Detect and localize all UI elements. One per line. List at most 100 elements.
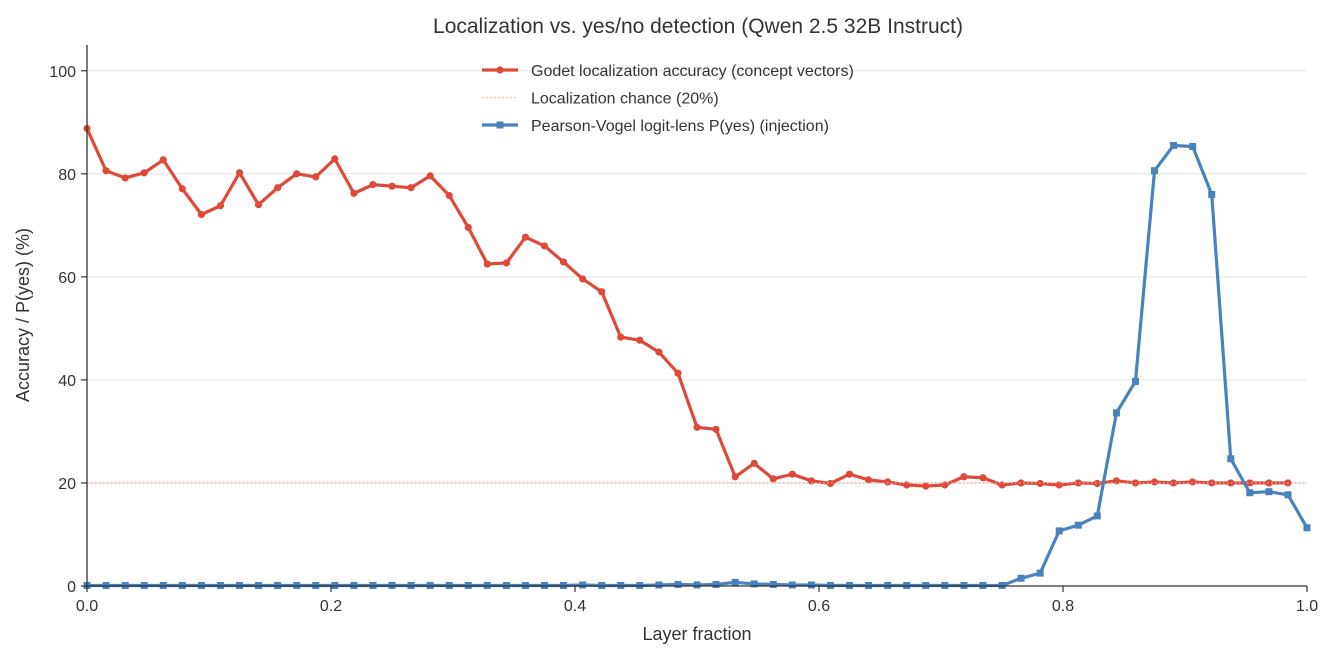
data-point xyxy=(331,155,339,163)
data-point xyxy=(979,474,987,482)
data-point xyxy=(826,479,835,488)
data-point xyxy=(655,581,663,589)
data-point xyxy=(274,184,282,192)
data-point xyxy=(598,288,606,296)
data-point xyxy=(445,191,453,200)
data-point xyxy=(1112,409,1120,417)
data-point xyxy=(1246,489,1254,497)
data-point xyxy=(579,581,587,589)
data-point xyxy=(693,423,701,431)
x-tick-label: 0.6 xyxy=(808,598,830,615)
data-point xyxy=(1246,479,1254,487)
data-point xyxy=(1151,167,1158,175)
data-point xyxy=(1074,479,1082,487)
data-point xyxy=(750,580,758,588)
series-line xyxy=(85,127,1288,488)
data-point xyxy=(1017,479,1025,487)
data-point xyxy=(102,167,110,175)
data-point xyxy=(483,260,491,268)
data-point xyxy=(1074,521,1082,529)
series-0 xyxy=(83,124,1292,490)
data-point xyxy=(712,580,720,588)
data-point xyxy=(559,258,568,266)
x-tick-label: 0.4 xyxy=(564,598,586,615)
data-point xyxy=(769,580,777,588)
data-point xyxy=(788,470,796,478)
data-point xyxy=(140,169,148,177)
x-tick-label: 0.2 xyxy=(320,598,342,615)
data-point xyxy=(521,233,530,241)
data-point xyxy=(941,481,949,489)
data-point xyxy=(369,181,377,189)
data-point xyxy=(731,473,739,481)
series-2 xyxy=(83,141,1311,589)
legend-marker xyxy=(496,121,504,129)
data-point xyxy=(216,202,225,210)
data-point xyxy=(1303,524,1311,532)
series-group xyxy=(83,124,1311,589)
data-point xyxy=(1093,512,1101,520)
data-point xyxy=(1265,479,1273,487)
y-tick-label: 100 xyxy=(49,64,76,81)
data-point xyxy=(540,242,549,250)
data-point xyxy=(502,259,511,267)
legend-marker xyxy=(496,66,504,74)
data-point xyxy=(293,170,301,178)
y-axis-label: Accuracy / P(yes) (%) xyxy=(13,228,33,402)
legend: Godet localization accuracy (concept vec… xyxy=(482,63,854,135)
data-point xyxy=(254,201,263,209)
data-point xyxy=(655,348,663,356)
data-point xyxy=(1170,141,1178,149)
data-point xyxy=(674,580,682,588)
data-point xyxy=(579,275,587,283)
y-tick-label: 20 xyxy=(58,476,76,493)
data-point xyxy=(388,182,396,190)
x-tick-label: 0.0 xyxy=(76,598,98,615)
x-tick-label: 0.8 xyxy=(1052,598,1074,615)
data-point xyxy=(922,482,930,490)
data-point xyxy=(1055,481,1063,489)
chart-title: Localization vs. yes/no detection (Qwen … xyxy=(433,15,963,38)
legend-item: Localization chance (20%) xyxy=(482,91,719,108)
data-point xyxy=(197,210,206,219)
data-point xyxy=(731,578,739,586)
legend-label: Localization chance (20%) xyxy=(531,91,719,108)
series-line xyxy=(87,143,1309,588)
data-point xyxy=(750,459,758,467)
data-point xyxy=(1265,488,1273,496)
axes xyxy=(86,45,1307,587)
data-point xyxy=(1017,574,1025,582)
data-point xyxy=(712,425,720,433)
data-point xyxy=(1055,527,1063,535)
data-point xyxy=(312,173,320,181)
data-point xyxy=(464,223,472,231)
data-point xyxy=(1227,455,1235,463)
data-point xyxy=(693,581,701,589)
data-point xyxy=(178,185,186,193)
data-point xyxy=(788,581,796,589)
y-tick-label: 80 xyxy=(58,167,76,184)
data-point xyxy=(235,169,244,177)
data-point xyxy=(807,581,815,589)
data-point xyxy=(1093,479,1101,488)
data-point xyxy=(674,369,682,377)
data-point xyxy=(845,470,854,478)
data-point xyxy=(1150,478,1159,486)
x-axis-label: Layer fraction xyxy=(642,624,751,644)
legend-label: Pearson-Vogel logit-lens P(yes) (injecti… xyxy=(531,118,829,135)
data-point xyxy=(350,189,358,197)
data-point xyxy=(121,174,129,182)
data-point xyxy=(1189,143,1197,151)
data-point xyxy=(1169,479,1178,487)
data-point xyxy=(864,476,873,484)
data-point xyxy=(1208,190,1216,198)
data-point xyxy=(426,172,434,180)
data-point xyxy=(1036,569,1044,577)
ticks: 0.0 0.2 0.4 0.6 0.8 1.0 0 20 40 60 80 100 xyxy=(49,64,1318,615)
data-point xyxy=(903,481,911,489)
data-point xyxy=(1112,477,1121,485)
y-tick-label: 40 xyxy=(58,373,76,390)
legend-label: Godet localization accuracy (concept vec… xyxy=(531,63,854,80)
